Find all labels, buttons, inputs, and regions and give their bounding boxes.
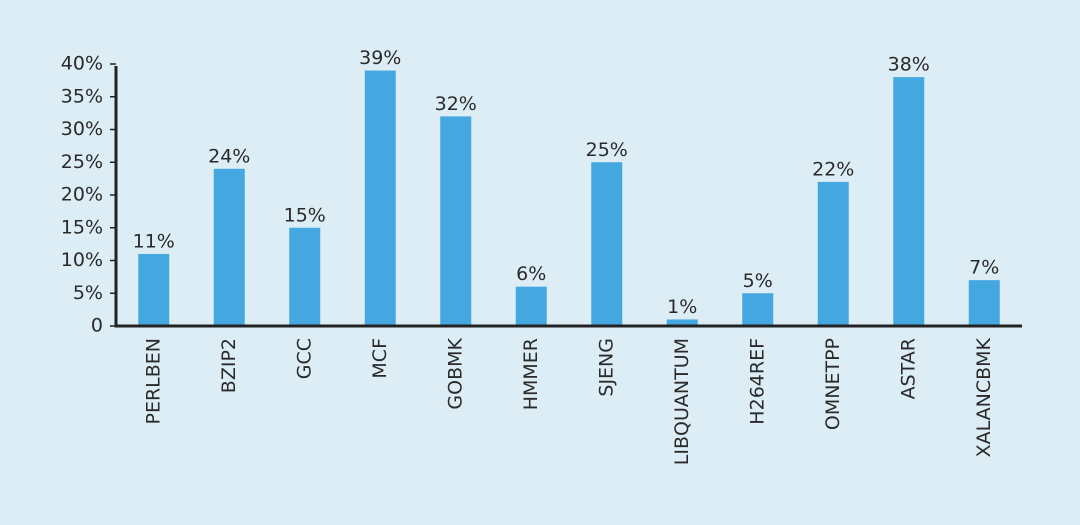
y-tick-label: 5% <box>73 282 103 304</box>
y-tick-label: 10% <box>61 249 103 271</box>
y-tick-label: 30% <box>61 118 103 140</box>
y-tick-label: 40% <box>61 53 103 75</box>
x-tick-label: LIBQUANTUM <box>671 338 693 465</box>
bar <box>817 181 849 326</box>
bar <box>289 227 321 326</box>
bar <box>138 253 170 326</box>
bar <box>591 162 623 326</box>
bar <box>893 77 925 326</box>
value-label: 25% <box>586 139 628 161</box>
x-tick-label: SJENG <box>595 338 617 397</box>
bar <box>213 168 245 326</box>
x-tick-label: HMMER <box>520 338 542 410</box>
x-tick-label: BZIP2 <box>218 338 240 393</box>
x-tick-label: GOBMK <box>444 337 466 409</box>
bar <box>364 70 396 326</box>
x-tick-label: GCC <box>293 338 315 379</box>
value-label: 11% <box>133 230 175 252</box>
value-label: 22% <box>812 158 854 180</box>
y-tick-label: 25% <box>61 151 103 173</box>
bar <box>968 280 1000 326</box>
value-label: 1% <box>667 296 697 318</box>
value-label: 24% <box>208 145 250 167</box>
x-tick-label: ASTAR <box>897 338 919 399</box>
y-tick-label: 15% <box>61 216 103 238</box>
value-label: 39% <box>359 47 401 69</box>
x-tick-label: H264REF <box>746 338 768 425</box>
y-tick-label: 35% <box>61 85 103 107</box>
value-label: 6% <box>516 263 546 285</box>
x-tick-label: PERLBEN <box>142 338 164 425</box>
x-tick-label: XALANCBMK <box>973 337 995 457</box>
value-label: 7% <box>969 257 999 279</box>
bar <box>440 116 472 327</box>
value-label: 38% <box>888 54 930 76</box>
value-label: 5% <box>743 270 773 292</box>
x-tick-label: OMNETPP <box>822 338 844 430</box>
value-label: 32% <box>435 93 477 115</box>
bar <box>515 286 547 326</box>
bar <box>742 293 774 326</box>
bar <box>666 319 698 326</box>
y-tick-label: 20% <box>61 184 103 206</box>
x-tick-label: MCF <box>369 338 391 379</box>
value-label: 15% <box>284 204 326 226</box>
y-tick-label: 0 <box>91 315 103 337</box>
